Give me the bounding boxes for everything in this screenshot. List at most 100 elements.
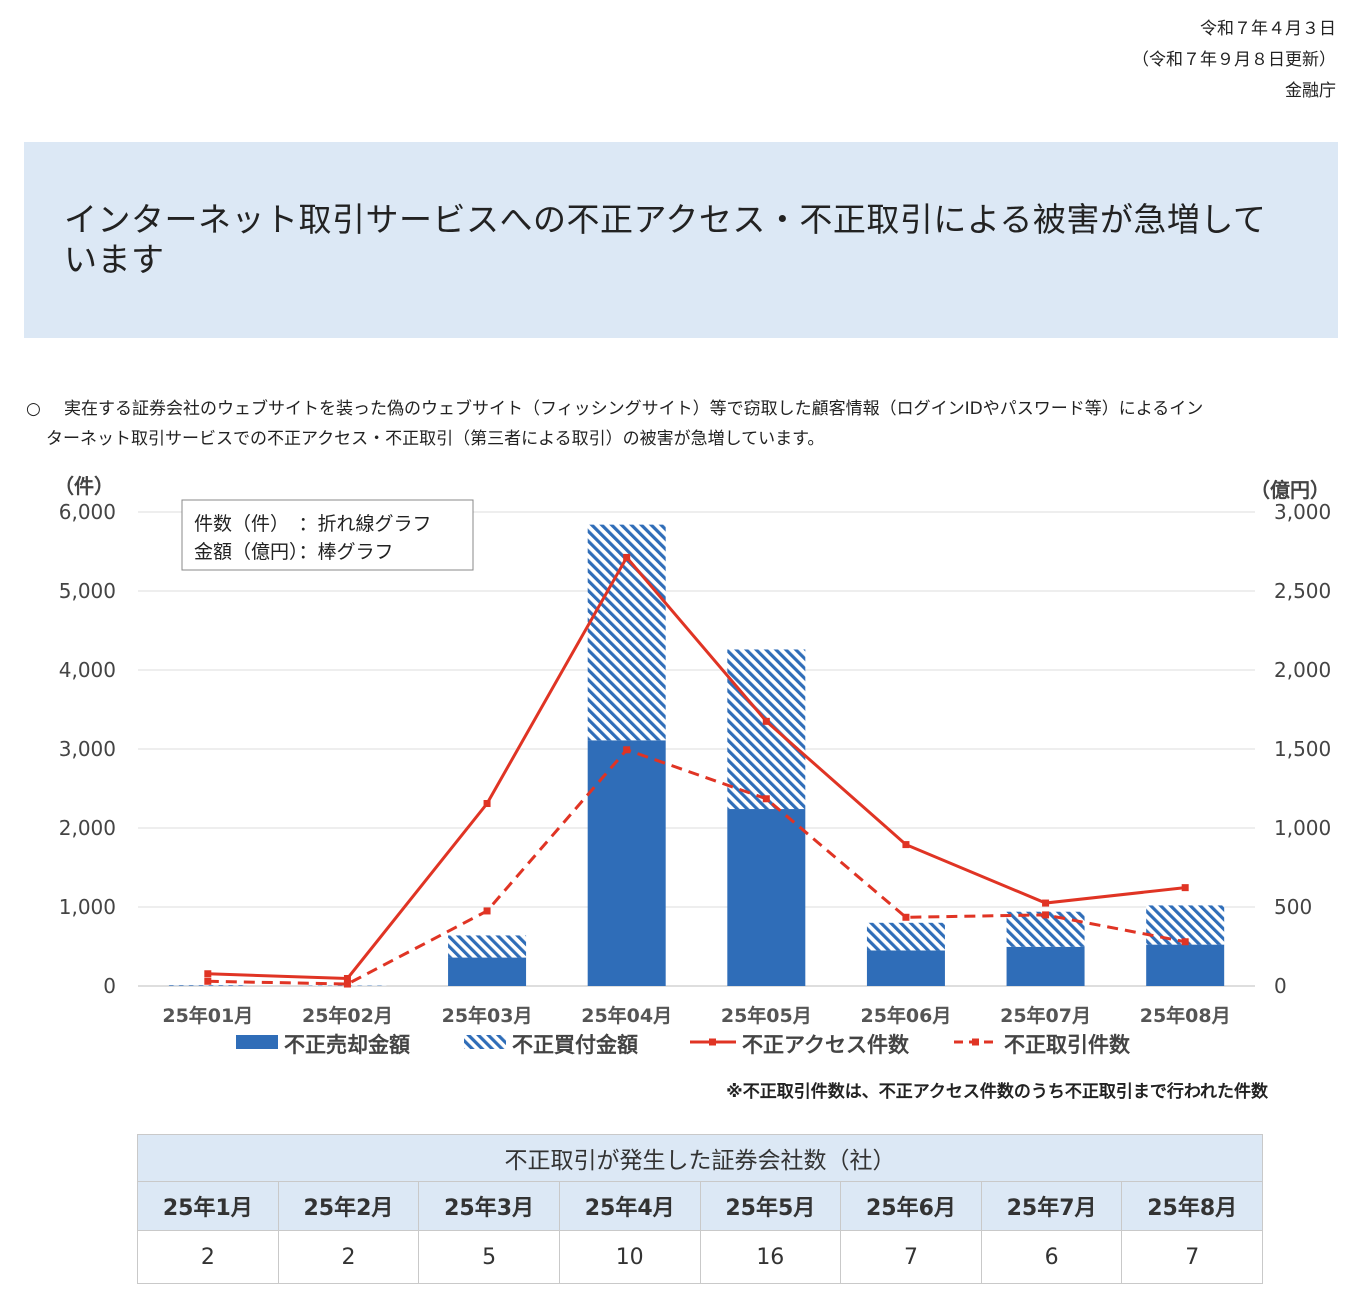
count-cell: 7: [840, 1230, 982, 1284]
bar-sell: [866, 950, 945, 986]
left-axis-unit: （件）: [54, 474, 114, 498]
info-box-frame: [181, 499, 474, 571]
bar-buy: [727, 649, 806, 810]
count-cell: 5: [418, 1230, 560, 1284]
right-tick-label: 2,500: [1274, 579, 1331, 603]
month-cell: 25年1月: [137, 1181, 279, 1231]
title-banner: インターネット取引サービスへの不正アクセス・不正取引による被害が急増しています: [24, 142, 1338, 338]
month-cell: 25年2月: [277, 1181, 420, 1231]
axes: 0 1,000 2,000 3,000 4,000 5,000 6,000 0 500 1,000…: [54, 474, 1331, 1027]
point-access: [1042, 899, 1050, 907]
month-cell: 25年7月: [980, 1181, 1123, 1231]
point-access: [343, 974, 351, 982]
info-box-line: 件数（件） ：折れ線グラフ: [194, 513, 432, 535]
legend: 不正売却金額 不正買付金額 不正アクセス件数 不正取引件数: [236, 1033, 1131, 1057]
page-title: インターネット取引サービスへの不正アクセス・不正取引による被害が急増しています: [64, 200, 1267, 279]
right-axis-unit: （億円）: [1250, 478, 1330, 502]
category-label: 25年05月: [721, 1004, 812, 1027]
category-label: 25年07月: [1000, 1004, 1091, 1027]
right-tick-label: 0: [1274, 974, 1287, 998]
point-access: [483, 800, 491, 808]
month-cell: 25年4月: [558, 1181, 701, 1231]
gridlines: [138, 511, 1255, 987]
category-label: 25年08月: [1140, 1004, 1231, 1027]
category-label: 25年06月: [860, 1004, 951, 1027]
month-cell: 25年8月: [1121, 1181, 1263, 1231]
legend-marker-access: [709, 1038, 716, 1046]
point-trades: [483, 907, 491, 915]
right-tick-label: 1,500: [1274, 737, 1331, 761]
point-trades: [623, 746, 631, 754]
line-access: [207, 554, 1186, 981]
bar-sell: [587, 740, 666, 986]
left-tick-label: 0: [103, 974, 116, 998]
category-label: 25年02月: [302, 1004, 393, 1027]
companies-caption: 不正取引が発生した証券会社数（社）: [137, 1134, 1263, 1182]
right-tick-label: 500: [1274, 895, 1312, 919]
chart-note: ※不正取引件数は、不正アクセス件数のうち不正取引まで行われた件数: [726, 1082, 1268, 1102]
bar-sell: [1006, 946, 1085, 986]
point-access: [762, 717, 770, 725]
companies-count-row: 2 2 5 10 16 7 6 7: [137, 1230, 1263, 1284]
companies-header-row: 25年1月 25年2月 25年3月 25年4月 25年5月 25年6月 25年7…: [137, 1181, 1263, 1231]
point-trades: [1042, 911, 1050, 919]
count-cell: 10: [558, 1230, 701, 1284]
right-tick-label: 1,000: [1274, 816, 1331, 840]
bar-sell: [727, 809, 806, 986]
companies-table: 不正取引が発生した証券会社数（社） 25年1月 25年2月 25年3月 25年4…: [137, 1134, 1263, 1284]
left-tick-label: 2,000: [59, 816, 116, 840]
legend-label-access: 不正アクセス件数: [742, 1033, 910, 1057]
lines: [204, 553, 1189, 988]
issuer: 金融庁: [1285, 81, 1336, 101]
right-tick-label: 2,000: [1274, 658, 1331, 682]
month-cell: 25年5月: [699, 1181, 842, 1231]
left-tick-label: 4,000: [59, 658, 116, 682]
bullet-mark: ○: [26, 399, 41, 419]
point-access: [902, 841, 910, 849]
point-trades: [902, 913, 910, 921]
legend-label-buy: 不正買付金額: [512, 1033, 638, 1057]
left-tick-label: 5,000: [59, 579, 116, 603]
count-cell: 16: [699, 1230, 842, 1284]
document-meta: 令和７年４月３日 （令和７年９月８日更新） 金融庁: [1132, 14, 1336, 107]
legend-swatch-buy: [464, 1035, 506, 1049]
bullet-line-1: 実在する証券会社のウェブサイトを装った偽のウェブサイト（フィッシングサイト）等で…: [64, 399, 1204, 419]
info-box-line: 金額（億円）：棒グラフ: [194, 541, 394, 563]
point-trades: [204, 977, 212, 985]
bar-buy: [1146, 905, 1225, 945]
point-access: [1181, 884, 1189, 892]
point-access: [204, 970, 212, 978]
count-cell: 2: [277, 1230, 420, 1284]
intro-bullet: ○ 実在する証券会社のウェブサイトを装った偽のウェブサイト（フィッシングサイト）等…: [26, 394, 1336, 454]
damage-chart: 0 1,000 2,000 3,000 4,000 5,000 6,000 0 500 1,000…: [54, 474, 1331, 1057]
bullet-line-2: ターネット取引サービスでの不正アクセス・不正取引（第三者による取引）の被害が急増…: [46, 429, 825, 449]
month-cell: 25年6月: [840, 1181, 982, 1231]
line-trades: [207, 748, 1186, 986]
count-cell: 7: [1121, 1230, 1263, 1284]
update-date: （令和７年９月８日更新）: [1132, 50, 1336, 70]
issue-date: 令和７年４月３日: [1200, 19, 1336, 39]
left-tick-label: 1,000: [59, 895, 116, 919]
bars: [168, 524, 1225, 986]
point-access: [623, 553, 631, 561]
bar-sell: [1146, 944, 1225, 986]
category-label: 25年01月: [162, 1004, 253, 1027]
count-cell: 2: [137, 1230, 279, 1284]
legend-label-sell: 不正売却金額: [284, 1033, 410, 1057]
left-tick-label: 6,000: [59, 500, 116, 524]
bar-buy: [448, 935, 527, 958]
bar-sell: [448, 957, 527, 986]
point-trades: [1181, 938, 1189, 946]
point-trades: [343, 980, 351, 988]
count-cell: 6: [980, 1230, 1123, 1284]
legend-label-trades: 不正取引件数: [1004, 1033, 1131, 1057]
category-label: 25年04月: [581, 1004, 672, 1027]
category-label: 25年03月: [442, 1004, 533, 1027]
right-tick-label: 3,000: [1274, 500, 1331, 524]
bar-buy: [866, 922, 945, 951]
month-cell: 25年3月: [418, 1181, 560, 1231]
point-trades: [762, 795, 770, 803]
legend-swatch-sell: [236, 1035, 278, 1049]
left-tick-label: 3,000: [59, 737, 116, 761]
